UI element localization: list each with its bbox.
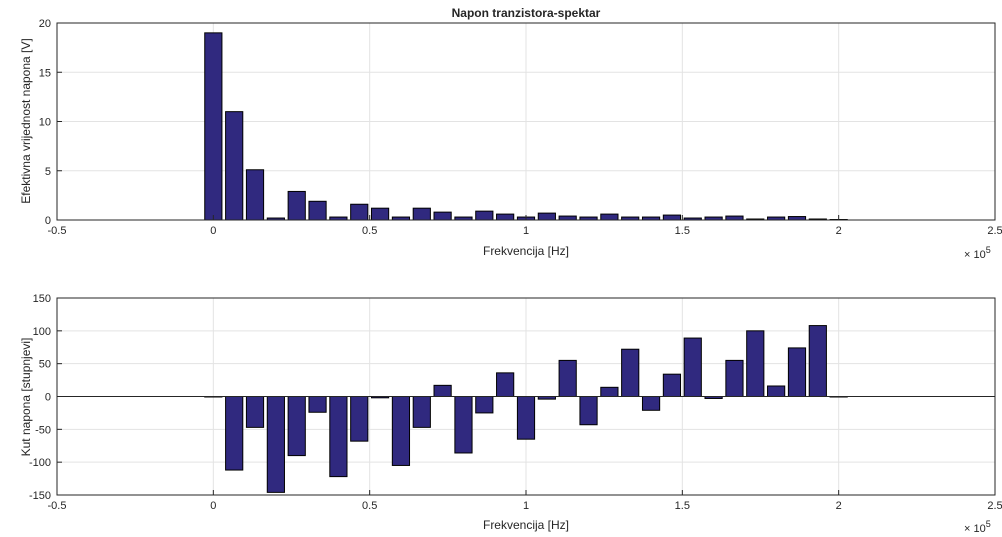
- magnitude-x-tick-label: 1.5: [675, 225, 690, 237]
- phase-bar: [433, 384, 452, 398]
- phase-bar: [787, 347, 807, 398]
- phase-bar: [725, 359, 744, 397]
- phase-y-tick-label: -50: [35, 424, 51, 436]
- phase-x-exponent-power: 5: [986, 519, 991, 529]
- phase-bar: [412, 396, 431, 428]
- phase-x-exponent-base: × 10: [964, 523, 986, 535]
- magnitude-bar: [204, 32, 223, 221]
- phase-x-tick-label: 1.5: [675, 500, 690, 512]
- magnitude-bar: [662, 214, 682, 221]
- magnitude-bar: [537, 212, 556, 221]
- phase-bar: [662, 373, 682, 398]
- magnitude-bar: [412, 207, 431, 221]
- phase-bar: [683, 337, 702, 398]
- phase-y-tick-label: 100: [33, 326, 51, 338]
- magnitude-x-tick-label: 0.5: [362, 225, 377, 237]
- magnitude-x-tick-label: -0.5: [48, 225, 67, 237]
- magnitude-chart-title: Napon tranzistora-spektar: [452, 6, 601, 20]
- magnitude-x-tick-label: 2.5: [987, 225, 1002, 237]
- phase-y-tick-label: 150: [33, 293, 51, 305]
- phase-bar: [245, 396, 265, 428]
- magnitude-bar: [245, 169, 265, 221]
- phase-bar: [329, 396, 348, 478]
- magnitude-x-tick-label: 2: [836, 225, 842, 237]
- phase-y-tick-label: -150: [29, 490, 51, 502]
- magnitude-bar: [787, 216, 807, 221]
- phase-x-tick-label: 2.5: [987, 500, 1002, 512]
- phase-x-tick-label: 1: [523, 500, 529, 512]
- phase-ticks: -0.5 0 0.5 1 1.5 2 2.5 -150 -100 -50 0 50 100 150: [29, 293, 1002, 512]
- magnitude-y-tick-label: 10: [39, 117, 51, 129]
- magnitude-bars: [204, 32, 848, 221]
- phase-x-tick-label: -0.5: [48, 500, 67, 512]
- magnitude-bar: [370, 207, 390, 221]
- magnitude-bar: [558, 215, 577, 221]
- magnitude-bar: [433, 211, 452, 221]
- magnitude-y-tick-label: 0: [45, 215, 51, 227]
- phase-x-tick-label: 0: [210, 500, 216, 512]
- phase-bar: [641, 396, 661, 411]
- phase-bar: [225, 396, 244, 471]
- phase-y-tick-label: 50: [39, 359, 51, 371]
- phase-bar: [600, 386, 619, 398]
- phase-bar: [475, 396, 494, 414]
- phase-bar: [391, 396, 411, 466]
- phase-bar: [454, 396, 473, 454]
- magnitude-y-tick-label: 20: [39, 18, 51, 30]
- phase-x-tick-label: 0.5: [362, 500, 377, 512]
- phase-bar: [621, 348, 640, 397]
- magnitude-bar: [287, 190, 306, 221]
- phase-bar: [808, 325, 827, 397]
- phase-bar: [558, 359, 577, 397]
- magnitude-bar: [350, 203, 369, 221]
- magnitude-y-tick-label: 15: [39, 67, 51, 79]
- magnitude-x-tick-label: 1: [523, 225, 529, 237]
- magnitude-x-exponent-base: × 10: [964, 249, 986, 261]
- magnitude-bar: [308, 200, 327, 221]
- magnitude-y-tick-label: 5: [45, 166, 51, 178]
- magnitude-bar: [475, 210, 494, 221]
- phase-x-exponent-label: × 105: [964, 519, 991, 535]
- phase-bar: [746, 330, 765, 398]
- magnitude-bar: [725, 215, 744, 221]
- phase-bar: [496, 372, 515, 397]
- phase-bar: [350, 396, 369, 442]
- phase-y-tick-label: 0: [45, 392, 51, 404]
- magnitude-y-axis-label: Efektivna vrijednost napona [V]: [19, 38, 33, 203]
- magnitude-bar: [225, 111, 244, 221]
- phase-x-axis-label: Frekvencija [Hz]: [483, 518, 569, 532]
- phase-bar: [516, 396, 536, 440]
- phase-y-axis-label: Kut napona [stupnjevi]: [19, 338, 33, 457]
- phase-bar: [767, 385, 786, 398]
- magnitude-bar: [496, 213, 515, 221]
- magnitude-x-axis-label: Frekvencija [Hz]: [483, 244, 569, 258]
- magnitude-x-tick-label: 0: [210, 225, 216, 237]
- phase-bar: [579, 396, 598, 426]
- magnitude-x-exponent-power: 5: [986, 245, 991, 255]
- magnitude-x-exponent-label: × 105: [964, 245, 991, 261]
- phase-bar: [308, 396, 327, 413]
- phase-spectrum-chart: -0.5 0 0.5 1 1.5 2 2.5 -150 -100 -50 0 50 100 150 Fre…: [19, 293, 1002, 535]
- phase-bars: [57, 325, 995, 493]
- phase-y-tick-label: -100: [29, 457, 51, 469]
- phase-x-tick-label: 2: [836, 500, 842, 512]
- magnitude-bar: [600, 213, 619, 221]
- phase-bar: [266, 396, 285, 493]
- phase-bar: [287, 396, 306, 457]
